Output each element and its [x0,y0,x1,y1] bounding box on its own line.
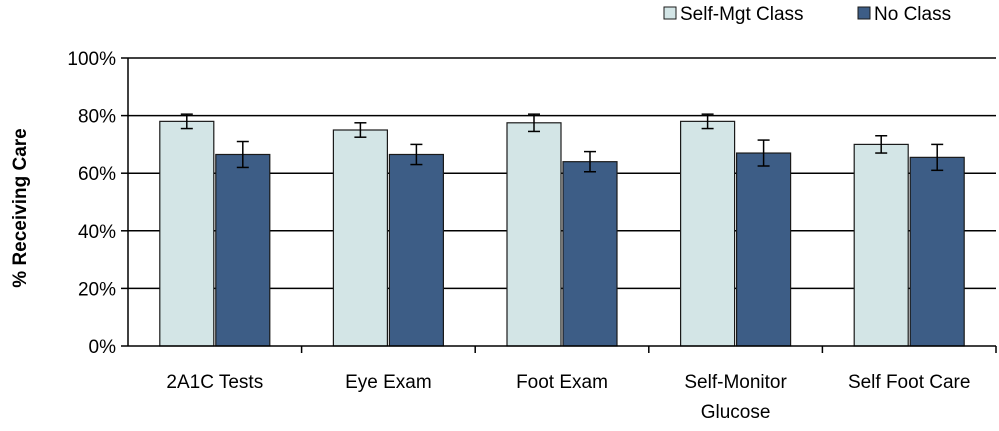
x-tick-label: Eye Exam [345,372,432,393]
bar-no-class [909,156,965,347]
y-tick-label: 60% [78,164,116,185]
x-tick-label: Self Foot Care [848,372,971,393]
bar-self-mgt-class [853,143,909,347]
x-tick-label: Glucose [701,402,771,423]
x-tick-label: 2A1C Tests [166,372,263,393]
bar-no-class [215,153,271,347]
y-tick-label: 40% [78,222,116,243]
legend-swatch-self-mgt-class [663,6,677,20]
y-tick-label: 0% [89,337,117,358]
legend-label-no-class: No Class [874,4,951,25]
bar-self-mgt-class [159,120,215,347]
bar-self-mgt-class [679,120,736,347]
y-tick-label: 20% [78,279,116,300]
legend-label-self-mgt-class: Self-Mgt Class [680,4,804,25]
bar-no-class [562,161,618,347]
bars [159,113,965,347]
axes [121,57,997,353]
y-axis-label: % Receiving Care [10,128,31,287]
x-tick-label: Foot Exam [516,372,608,393]
legend: Self-Mgt Class No Class [663,4,951,25]
bar-no-class [388,153,444,347]
bar-self-mgt-class [506,122,562,347]
bar-self-mgt-class [332,129,388,347]
y-tick-label: 100% [67,49,116,70]
y-tick-label: 80% [78,107,116,128]
x-tick-label: Self-Monitor [684,372,787,393]
bar-no-class [735,152,792,347]
grid-lines [128,57,996,290]
labels: 0% 20% 40% 60% 80% 100% 2A1C Tests Eye Exam Foot… [10,49,970,423]
legend-swatch-no-class [857,6,871,20]
